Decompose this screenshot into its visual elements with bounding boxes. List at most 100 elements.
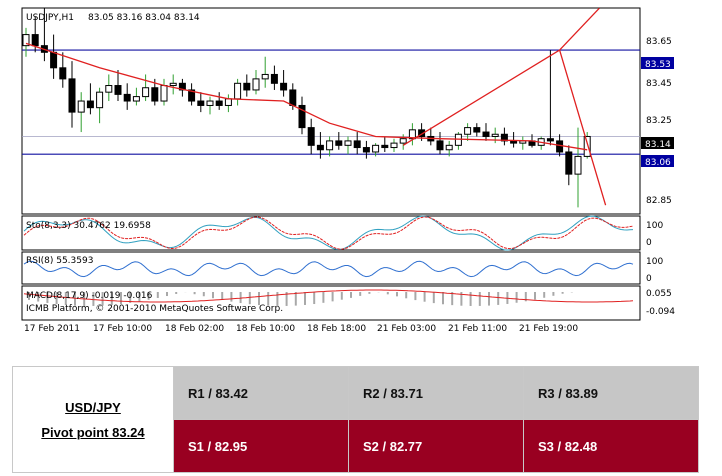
stochastic-main-line	[23, 215, 634, 251]
main-chart-layer	[22, 7, 640, 208]
candle-body	[326, 140, 334, 151]
candle-body	[197, 100, 205, 106]
candle-body	[372, 144, 380, 153]
candle-body	[445, 144, 453, 151]
candle-body	[252, 78, 260, 91]
candle-body	[482, 131, 490, 137]
candle-body	[224, 98, 232, 106]
x-label: 21 Feb 11:00	[448, 324, 507, 334]
candle-body	[86, 100, 94, 109]
candle-body	[473, 127, 481, 133]
candle-body	[169, 82, 177, 87]
macd-label: MACD(8,17,9) -0.019 -0.016	[26, 291, 153, 301]
candle-body	[510, 140, 518, 144]
support-2: S2 / 82.77	[348, 419, 524, 473]
price-tag-lower: 83.06	[645, 158, 671, 168]
candle-body	[160, 85, 168, 102]
resistance-1: R1 / 83.42	[173, 366, 349, 420]
candle-body	[206, 100, 214, 106]
candle-body	[234, 82, 242, 100]
ohlc-header: 83.05 83.16 83.04 83.14	[88, 13, 200, 23]
x-label: 21 Feb 19:00	[519, 324, 578, 334]
y-tick: 82.85	[646, 196, 672, 206]
candle-body	[491, 133, 499, 137]
moving-average-line	[25, 42, 588, 151]
candle-body	[500, 133, 508, 142]
stochastic-signal-line	[23, 216, 634, 250]
candle-body	[344, 140, 352, 146]
candle-body	[243, 82, 251, 91]
price-chart: USDJPY,H1 83.05 83.16 83.04 83.14 83.65 …	[21, 7, 675, 334]
candle-body	[418, 129, 426, 137]
rsi-tick-high: 100	[646, 257, 663, 267]
y-tick: 83.25	[646, 116, 672, 126]
stochastic-tick-high: 100	[646, 221, 663, 231]
candle-body	[151, 87, 159, 102]
candle-body	[68, 78, 76, 113]
x-label: 17 Feb 2011	[24, 324, 80, 334]
support-1: S1 / 82.95	[173, 419, 349, 473]
pivot-point: Pivot point 83.24	[41, 424, 145, 440]
candle-body	[31, 34, 39, 47]
candle-body	[215, 100, 223, 106]
price-tag-upper-bg	[641, 57, 674, 69]
candle-body	[436, 140, 444, 151]
candle-body	[353, 140, 361, 149]
resistance-3: R3 / 83.89	[523, 366, 699, 420]
pivot-table: USD/JPY Pivot point 83.24 R1 / 83.42 R2 …	[12, 366, 699, 473]
candle-body	[261, 73, 269, 80]
candle-body	[132, 96, 140, 102]
pair-name: USD/JPY	[65, 399, 121, 415]
candle-body	[105, 85, 113, 93]
macd-tick-low: -0.094	[646, 307, 675, 317]
candle-body	[123, 93, 131, 102]
candle-body	[565, 151, 573, 175]
pivot-label-cell: USD/JPY Pivot point 83.24	[12, 366, 174, 473]
candle-body	[399, 138, 407, 144]
candle-body	[362, 147, 370, 153]
candle-body	[22, 34, 30, 47]
macd-panel	[21, 285, 641, 321]
candle-body	[335, 140, 343, 146]
rsi-tick-low: 0	[646, 274, 652, 284]
x-label: 18 Feb 10:00	[236, 324, 295, 334]
chart-title: USDJPY,H1	[26, 13, 74, 23]
macd-tick-high: 0.055	[646, 289, 672, 299]
candle-body	[381, 144, 389, 149]
stochastic-label: Sto(8,3,3) 30.4762 19.6958	[26, 221, 151, 231]
candle-body	[59, 67, 67, 80]
price-tag-current-bg	[641, 137, 674, 149]
candle-body	[298, 104, 306, 129]
price-tag-current: 83.14	[645, 140, 671, 150]
candle-body	[289, 89, 297, 106]
price-tag-lower-bg	[641, 155, 674, 167]
x-label: 18 Feb 02:00	[165, 324, 224, 334]
candle-body	[77, 100, 85, 113]
candle-body	[270, 73, 278, 84]
candle-body	[96, 91, 104, 109]
copyright-text: ICMB Platform, © 2001-2010 MetaQuotes So…	[26, 304, 283, 314]
candle-body	[556, 140, 564, 153]
stochastic-panel	[21, 215, 641, 251]
resistance-2: R2 / 83.71	[348, 366, 524, 420]
candle-body	[114, 85, 122, 95]
rsi-line	[23, 260, 634, 278]
candle-body	[390, 142, 398, 149]
x-label: 21 Feb 03:00	[377, 324, 436, 334]
upper-trendline	[559, 7, 600, 51]
support-3: S3 / 82.48	[523, 419, 699, 473]
y-tick: 83.45	[646, 79, 672, 89]
y-tick: 83.65	[646, 37, 672, 47]
candle-body	[142, 87, 150, 98]
x-label: 17 Feb 10:00	[93, 324, 152, 334]
candle-body	[188, 89, 196, 102]
rsi-panel	[21, 251, 641, 285]
candle-body	[307, 127, 315, 146]
x-label: 18 Feb 18:00	[307, 324, 366, 334]
falling-trendline	[558, 49, 607, 206]
indicator-layer	[23, 215, 634, 306]
candle-body	[408, 129, 416, 140]
rsi-label: RSI(8) 55.3593	[26, 256, 93, 266]
candle-body	[464, 127, 472, 135]
candle-body	[546, 138, 554, 142]
